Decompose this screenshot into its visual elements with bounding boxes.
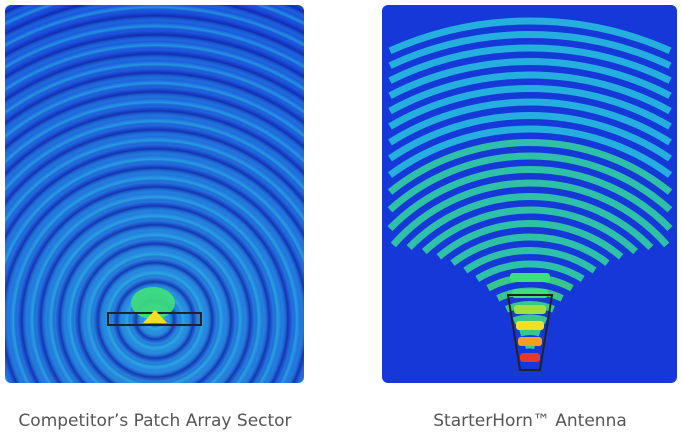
beam-wavefront [388,31,672,69]
horn-field-lobe [518,337,542,346]
beam-wavefront [512,314,548,325]
horn-field-lobe [510,273,550,282]
beam-wavefront [388,112,672,162]
beam-wavefront [406,193,654,251]
near-field-hotspot [131,287,175,319]
patch-array-caption: Competitor’s Patch Array Sector [18,411,292,431]
beam-wavefront [388,44,672,84]
horn-field-lobe [512,289,548,298]
wavefront-rings [5,5,304,383]
horn-field-lobe [514,305,546,314]
feed-hotspot [143,310,167,323]
beam-wavefront [519,328,541,337]
beam-wavefront [388,17,672,54]
beam-wavefront [463,247,597,274]
beam-wavefront [436,220,624,260]
horn-field-lobe [520,353,540,362]
beam-wavefront [387,166,673,231]
beam-wavefront [450,233,610,266]
beam-wavefront [388,71,672,115]
beam-wavefront [388,58,672,99]
horn-field-lobe [516,321,544,330]
beam-wavefront [421,206,639,255]
horn-outline [506,294,554,371]
patch-array-field-image [5,5,304,383]
beam-wavefront [475,260,585,282]
starterhorn-field-image [382,5,677,383]
starterhorn-field-plot [382,5,677,383]
beam-wavefront [388,98,672,146]
beam-wavefront [388,85,672,130]
patch-array-field-plot [5,5,304,383]
beam-wavefront [387,139,673,195]
beam-wavefront [390,179,670,248]
beam-wavefront [387,152,673,213]
starterhorn-caption: StarterHorn™ Antenna [433,411,627,431]
beam-wavefront [387,125,673,178]
